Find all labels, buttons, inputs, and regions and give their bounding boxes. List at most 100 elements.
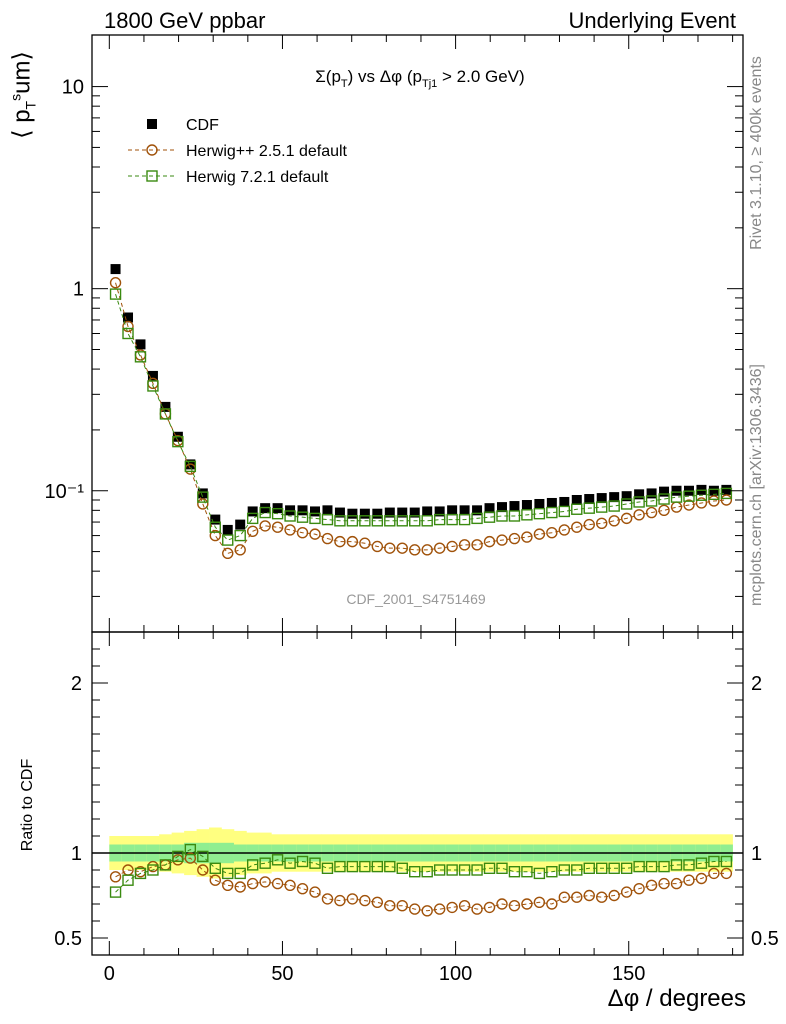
ratio-point [209,874,221,886]
data-point [596,517,608,530]
data-point [583,502,595,514]
data-point [109,288,122,300]
data-point [708,488,720,501]
x-tick-label: 50 [271,963,293,985]
ratio-point [695,872,708,885]
data-point [434,506,445,517]
ratio-y-axis-label: Ratio to CDF [16,740,40,870]
data-point [359,515,371,527]
ratio-point [371,896,384,908]
data-point [110,264,121,275]
data-point [534,498,545,509]
y-tick-label: 10⁻¹ [45,481,85,503]
data-point [396,515,408,527]
x-tick-label: 100 [439,963,472,985]
ratio-point [583,889,595,902]
ratio-point [483,901,496,914]
ratio-point [109,871,122,883]
data-point [521,509,533,521]
data-point [659,486,670,497]
ratio-point [483,862,496,874]
ratio-series-line [115,849,727,893]
ratio-point [284,879,296,891]
ratio-point [658,860,670,873]
data-point [546,497,557,508]
data-point [458,539,471,551]
chart-title: Σ(pT) vs Δφ (pTj1 > 2.0 GeV) [315,67,524,90]
ratio-y-tick-label-right: 0.5 [751,928,779,950]
ratio-point [259,876,271,888]
y-tick-label: 10 [62,77,84,99]
data-point [209,521,221,533]
data-point [646,488,657,499]
ratio-point [471,903,483,915]
ratio-frame [91,631,744,956]
data-point [346,535,359,548]
data-point [271,521,284,533]
ratio-point [720,855,733,868]
series-filled-square [110,264,732,535]
ratio-point [496,898,508,910]
data-point [596,501,608,513]
ratio-point [421,905,433,917]
data-point [508,532,521,545]
ratio-y-tick-label: 1 [71,843,82,865]
analysis-watermark: CDF_2001_S4751469 [346,591,486,607]
header-right: Underlying Event [568,8,736,33]
data-point [421,515,433,527]
ratio-point [508,900,521,912]
data-point [184,460,197,473]
data-point [633,509,645,521]
ratio-y-axis-label-text: Ratio to CDF [19,758,36,852]
data-point [708,485,719,496]
data-point [558,524,571,536]
ratio-point [683,859,695,871]
data-point [197,488,208,499]
data-point [484,503,495,514]
data-point [483,535,496,548]
ratio-point [184,852,197,864]
data-point [509,501,520,512]
data-point [321,532,334,545]
data-point [708,495,720,507]
data-point [683,490,695,502]
ratio-point [259,857,271,869]
ratio-point [296,855,309,868]
data-point [297,505,308,516]
data-point [247,506,258,517]
data-point [222,524,233,535]
ratio-series-open-square [109,843,733,898]
data-point [259,520,271,532]
ratio-point [172,850,184,863]
mcplots-credit: mcplots.cern.ch [arXiv:1306.3436] [744,340,770,630]
data-point [633,496,645,508]
data-point [621,491,632,502]
legend-label: Herwig 7.2.1 default [186,169,329,186]
data-point [123,312,134,323]
data-point [322,505,333,516]
ratio-point [633,883,645,895]
data-point [521,500,532,511]
ratio-point [409,903,421,915]
data-point [433,542,446,554]
data-point [384,515,396,527]
data-point [446,540,458,553]
data-point [172,435,184,448]
data-point [421,544,433,556]
ratio-point [546,866,558,878]
data-point [371,540,384,553]
data-point [371,515,384,527]
y-tick-label: 1 [73,279,84,301]
ratio-point [346,860,359,873]
data-point [296,527,309,539]
ratio-point [334,860,346,873]
ratio-point [446,901,458,914]
data-point [620,498,633,510]
ratio-point [409,866,421,878]
data-point [584,494,595,505]
data-point [234,529,246,542]
ratio-point [222,879,234,891]
legend: CDF Herwig++ 2.5.1 default Herwig 7.2.1 de… [128,117,348,186]
data-point [459,505,470,516]
